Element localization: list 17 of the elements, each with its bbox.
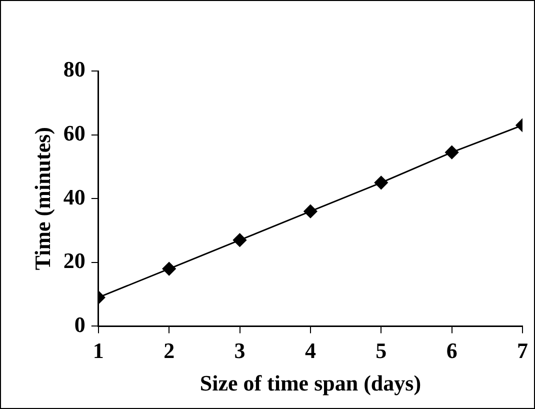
x-tick-label: 1 bbox=[92, 338, 104, 364]
y-tick-label: 80 bbox=[63, 56, 86, 82]
y-tick-label: 0 bbox=[74, 312, 86, 337]
x-tick-label: 3 bbox=[234, 338, 246, 364]
y-tick-label: 60 bbox=[63, 120, 86, 146]
x-axis-title: Size of time span (days) bbox=[200, 370, 422, 396]
point bbox=[304, 204, 318, 218]
x-tick-label: 7 bbox=[517, 338, 528, 364]
point bbox=[374, 176, 388, 190]
x-tick-label: 4 bbox=[304, 338, 316, 364]
x-tick-label: 6 bbox=[446, 338, 458, 364]
point bbox=[233, 233, 247, 247]
y-tick-label: 40 bbox=[63, 184, 86, 210]
x-tick-label: 5 bbox=[376, 338, 387, 364]
y-tick-label: 20 bbox=[63, 248, 86, 274]
x-tick-label: 2 bbox=[164, 338, 175, 364]
y-axis-title: Time (minutes) bbox=[30, 127, 55, 270]
